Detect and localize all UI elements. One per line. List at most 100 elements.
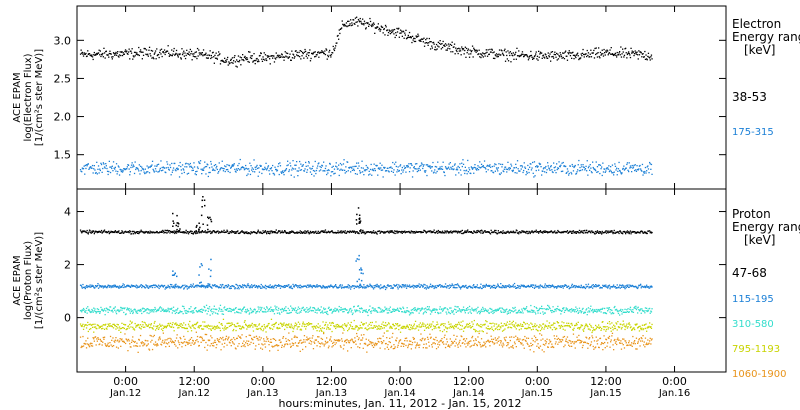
- data-point: [592, 161, 594, 163]
- data-point: [344, 232, 346, 234]
- data-point: [201, 285, 203, 287]
- data-point: [93, 51, 95, 54]
- data-point: [598, 55, 600, 58]
- data-point: [607, 168, 609, 170]
- data-point: [634, 53, 636, 55]
- data-point: [440, 48, 442, 50]
- data-point: [482, 308, 484, 310]
- data-point: [469, 285, 471, 288]
- data-point: [195, 307, 197, 309]
- data-point: [541, 305, 543, 307]
- series-115-195: [79, 254, 653, 291]
- data-point: [97, 52, 100, 54]
- data-point: [432, 231, 435, 233]
- data-point: [358, 287, 360, 289]
- data-point: [103, 309, 105, 311]
- data-point: [441, 168, 444, 170]
- data-point: [315, 172, 317, 175]
- data-point: [651, 308, 653, 310]
- data-point: [358, 254, 360, 257]
- data-point: [179, 53, 181, 55]
- y-tick-label: 2.0: [54, 111, 72, 124]
- data-point: [623, 169, 626, 171]
- data-point: [109, 166, 111, 168]
- data-point: [631, 311, 633, 313]
- data-point: [124, 307, 126, 309]
- data-point: [356, 258, 358, 260]
- data-point: [325, 311, 327, 313]
- data-point: [123, 53, 125, 55]
- data-point: [328, 231, 330, 233]
- data-point: [121, 169, 123, 171]
- data-point: [283, 174, 285, 176]
- data-point: [325, 48, 327, 50]
- data-point: [193, 311, 195, 314]
- data-point: [401, 284, 403, 286]
- data-point: [121, 54, 124, 57]
- data-point: [560, 54, 562, 56]
- data-point: [219, 169, 221, 171]
- data-point: [521, 310, 524, 312]
- data-point: [81, 231, 83, 233]
- data-point: [348, 311, 350, 313]
- data-point: [327, 307, 330, 309]
- data-point: [326, 310, 328, 313]
- data-point: [520, 168, 522, 170]
- data-point: [274, 166, 276, 168]
- data-point: [396, 169, 399, 171]
- data-point: [389, 306, 391, 308]
- data-point: [550, 51, 552, 53]
- data-point: [324, 231, 326, 234]
- data-point: [130, 52, 133, 54]
- data-point: [300, 311, 302, 313]
- data-point: [624, 308, 626, 310]
- data-point: [632, 166, 635, 168]
- data-point: [413, 307, 415, 310]
- data-point: [233, 163, 235, 165]
- data-point: [281, 53, 283, 55]
- data-point: [329, 163, 331, 165]
- data-point: [494, 57, 496, 60]
- data-point: [227, 56, 229, 59]
- data-point: [356, 21, 358, 23]
- data-point: [554, 169, 556, 172]
- data-point: [487, 309, 489, 311]
- data-point: [205, 165, 208, 168]
- data-point: [562, 287, 564, 289]
- data-point: [373, 163, 375, 165]
- data-point: [202, 286, 205, 288]
- data-point: [278, 307, 280, 309]
- data-point: [533, 57, 535, 60]
- data-point: [252, 61, 254, 63]
- data-point: [378, 28, 380, 31]
- data-point: [616, 51, 618, 54]
- data-point: [397, 288, 399, 290]
- data-point: [447, 285, 450, 287]
- data-point: [255, 166, 258, 168]
- data-point: [202, 169, 205, 171]
- data-point: [398, 169, 400, 172]
- data-point: [505, 168, 507, 170]
- data-point: [356, 310, 358, 312]
- data-point: [644, 286, 647, 289]
- data-point: [632, 51, 635, 53]
- data-point: [360, 284, 362, 286]
- data-point: [646, 170, 648, 172]
- data-point: [210, 218, 212, 221]
- data-point: [533, 310, 535, 312]
- data-point: [442, 309, 444, 311]
- data-point: [312, 52, 315, 54]
- data-point: [522, 312, 524, 314]
- data-point: [503, 49, 505, 52]
- data-point: [281, 172, 283, 174]
- data-point: [274, 57, 276, 59]
- data-point: [419, 169, 421, 171]
- data-point: [115, 286, 118, 288]
- data-point: [176, 53, 178, 55]
- data-point: [192, 55, 194, 57]
- data-point: [536, 55, 539, 57]
- data-point: [245, 232, 247, 234]
- data-point: [611, 164, 614, 166]
- data-point: [308, 52, 310, 54]
- data-point: [240, 168, 242, 170]
